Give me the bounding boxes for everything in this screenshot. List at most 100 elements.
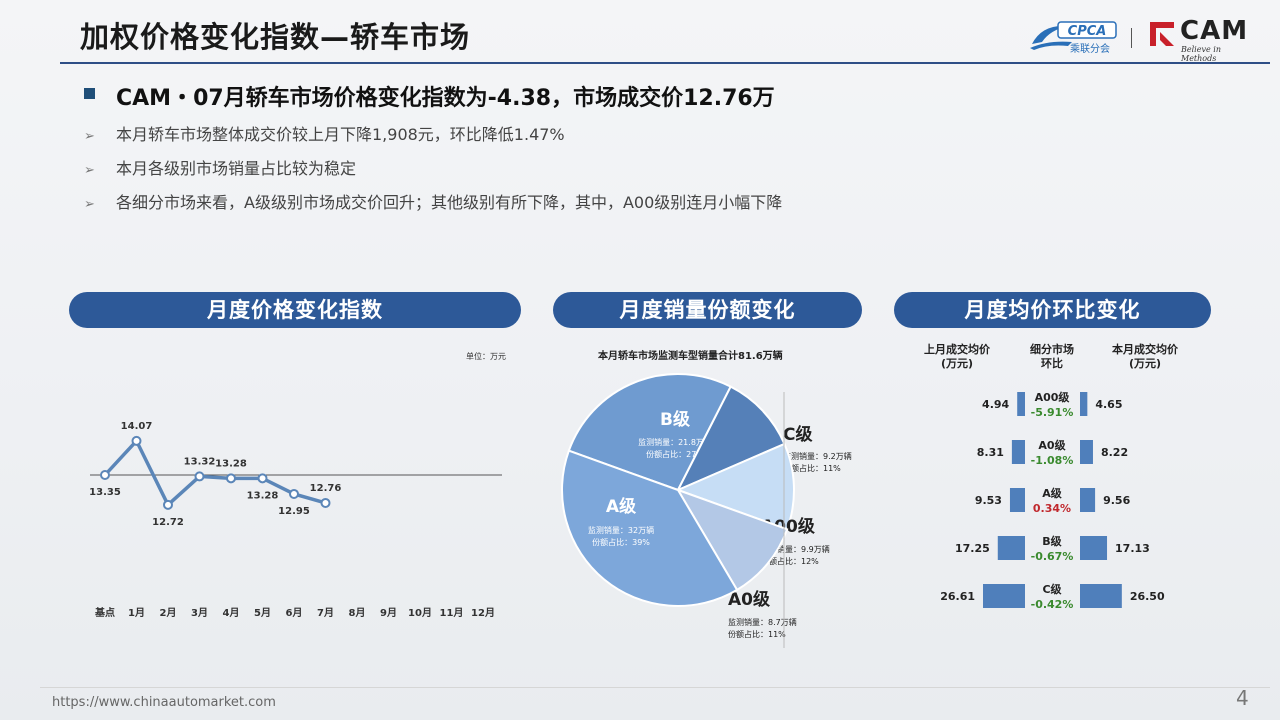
page-title: 加权价格变化指数—轿车市场 [80,20,471,54]
pie-slice-label: B级 [660,409,690,430]
x-tick-label: 9月 [380,607,397,619]
bullet-item: ➢ 各细分市场来看，A级级别市场成交价回升；其他级别有所下降，其中，A00级别连月… [84,189,782,213]
prev-price-label: 17.25 [955,542,990,555]
index-data-label: 12.76 [310,483,342,494]
curr-price-label: 17.13 [1115,542,1150,555]
page-number: 4 [1236,686,1249,710]
segment-label: C级 [1042,582,1062,596]
col-header-segment: 细分市场 环比 [1012,343,1092,371]
pie-slice-volume: 监测销量：9.9万辆 [761,544,830,554]
avg-price-change-chart: 4.94 4.65 A00级 -5.91% 8.31 8.22 A0级 -1.08% 9.53 9… [940,390,1165,611]
index-series-line [103,437,326,508]
cam-logo: CAM Believe in Methods [1148,16,1258,63]
index-data-label: 13.35 [89,487,121,498]
x-tick-label: 1月 [128,607,145,619]
prev-price-label: 9.53 [975,494,1002,507]
x-tick-label: 3月 [191,607,208,619]
index-point [289,488,299,499]
col-header-prev-line2: (万元) [940,357,974,370]
bullet-text: 本月轿车市场整体成交价较上月下降1,908元，环比降低1.47% [116,125,565,144]
index-data-label: 13.32 [184,456,216,467]
x-tick-label: 8月 [349,607,366,619]
curr-price-bar [1080,536,1108,560]
pie-slice-volume: 监测销量：32万辆 [588,525,654,535]
pie-slice-volume: 监测销量：9.2万辆 [783,451,852,461]
x-tick-label: 2月 [160,607,177,619]
x-tick-label: 4月 [223,607,240,619]
pie-slice-volume: 监测销量：8.7万辆 [728,617,797,627]
curr-price-label: 4.65 [1095,398,1122,411]
headline: CAM・07月轿车市场价格变化指数为-4.38，市场成交价12.76万 [116,86,775,111]
curr-price-label: 9.56 [1103,494,1130,507]
curr-price-bar [1080,440,1093,464]
logo-separator [1131,28,1132,48]
index-data-label: 13.28 [215,458,247,469]
index-point [163,499,173,510]
segment-label: A级 [1042,486,1063,500]
prev-price-bar [997,536,1025,560]
x-tick-label: 6月 [286,607,303,619]
col-header-segment-line2: 环比 [1041,357,1063,370]
segment-label: A0级 [1038,438,1066,452]
cpca-logo-text: CPCA [1068,24,1107,39]
arrow-bullet-icon: ➢ [84,163,95,178]
segment-label: B级 [1042,534,1062,548]
x-tick-label: 7月 [317,607,334,619]
x-tick-label: 5月 [254,607,271,619]
change-label: -0.42% [1031,598,1074,611]
bullet-text: 各细分市场来看，A级级别市场成交价回升；其他级别有所下降，其中，A00级别连月小… [116,193,783,212]
arrow-bullet-icon: ➢ [84,197,95,212]
col-header-prev: 上月成交均价 (万元) [912,343,1002,371]
footer-url: https://www.chinaautomarket.com [52,695,276,710]
index-data-label: 12.95 [278,506,310,517]
panel-title-index: 月度价格变化指数 [69,292,521,328]
col-header-prev-line1: 上月成交均价 [924,343,990,356]
pie-slice [675,442,795,531]
prev-price-label: 4.94 [982,398,1009,411]
bullet-item: ➢ 本月轿车市场整体成交价较上月下降1,908元，环比降低1.47% [84,121,565,145]
curr-price-bar [1080,584,1122,608]
pie-slice-label: A0级 [728,589,770,610]
pie-slice-label: C级 [783,424,812,445]
index-point [226,473,236,484]
prev-price-bar [1009,488,1025,512]
curr-price-label: 8.22 [1101,446,1128,459]
prev-price-bar [1011,440,1025,464]
col-header-curr: 本月成交均价 (万元) [1100,343,1190,371]
footer-divider [40,687,1270,688]
cam-logo-text: CAM [1180,16,1249,46]
change-label: -0.67% [1031,550,1074,563]
pie-slice-label: A级 [606,496,636,517]
pie-slice-share: 份额占比：27% [646,449,704,459]
pie-slice [675,488,789,592]
col-header-curr-line2: (万元) [1128,357,1162,370]
index-point [131,435,142,446]
x-tick-label: 12月 [471,607,495,619]
curr-price-bar [1080,488,1096,512]
headline-bullet-icon [84,88,95,99]
pie-slice [567,373,733,492]
index-data-label: 12.72 [152,517,184,528]
index-point [320,497,331,508]
segment-label: A00级 [1035,390,1071,404]
pie-slice-volume: 监测销量：21.8万辆 [638,437,712,447]
x-tick-label: 10月 [408,607,432,619]
bullet-item: ➢ 本月各级别市场销量占比较为稳定 [84,155,356,179]
prev-price-bar [1017,392,1025,416]
x-tick-label: 11月 [440,607,464,619]
pie-slice-share: 份额占比：11% [783,463,841,473]
prev-price-label: 26.61 [940,590,975,603]
index-data-label: 13.28 [247,490,279,501]
col-header-segment-line1: 细分市场 [1030,343,1074,356]
index-point [194,471,205,482]
pie-slice-share: 份额占比：12% [761,556,819,566]
x-tick-label: 基点 [94,606,115,619]
change-label: 0.34% [1033,502,1071,515]
pie-slice-share: 份额占比：11% [728,629,786,639]
header-divider [60,62,1270,64]
pie-caption: 本月轿车市场监测车型销量合计81.6万辆 [598,351,783,362]
unit-label: 单位：万元 [466,352,506,361]
index-point [100,470,110,480]
change-label: -1.08% [1031,454,1074,467]
